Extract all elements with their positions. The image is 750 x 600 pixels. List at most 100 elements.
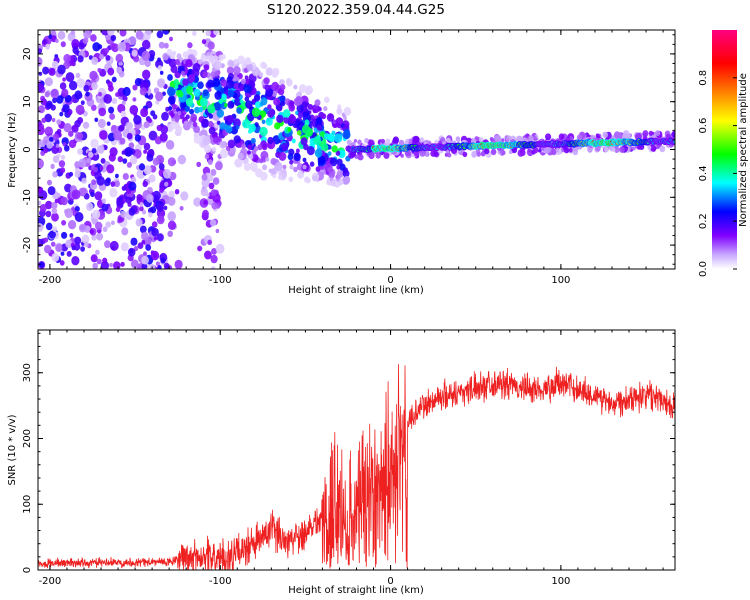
heatmap-cell <box>51 212 59 222</box>
heatmap-cell <box>128 142 135 149</box>
heatmap-cell <box>343 116 347 121</box>
heatmap-cell <box>157 65 163 71</box>
heatmap-cell <box>44 126 53 137</box>
heatmap-cell <box>207 120 214 128</box>
heatmap-cell <box>568 148 573 153</box>
heatmap-cell <box>136 168 146 179</box>
heatmap-cell <box>51 253 60 262</box>
heatmap-cell <box>71 256 80 266</box>
heatmap-cell <box>97 118 106 129</box>
spectrogram-x-label: Height of straight line (km) <box>288 285 424 296</box>
heatmap-cell <box>108 106 115 114</box>
heatmap-cell <box>46 141 53 149</box>
heatmap-cell <box>138 163 146 171</box>
heatmap-cell <box>405 139 409 144</box>
heatmap-cell <box>48 230 56 239</box>
heatmap-cell <box>120 210 127 218</box>
heatmap-cell <box>462 151 468 158</box>
heatmap-cell <box>244 57 252 65</box>
heatmap-cell <box>80 100 85 105</box>
heatmap-cell <box>165 140 175 150</box>
heatmap-cell <box>241 62 247 69</box>
heatmap-cell <box>619 146 625 153</box>
heatmap-cell <box>484 148 490 155</box>
heatmap-cell <box>291 138 296 144</box>
heatmap-cell <box>274 122 281 130</box>
heatmap-cell <box>208 126 216 135</box>
heatmap-cell <box>243 84 251 93</box>
heatmap-cell <box>250 137 256 144</box>
heatmap-cell <box>595 145 601 152</box>
snr-axes: -200 -100 0 100 0 100 200 300 <box>22 330 675 587</box>
heatmap-cell <box>113 261 121 269</box>
heatmap-cell <box>74 206 80 212</box>
heatmap-cell <box>117 42 127 52</box>
heatmap-cell <box>227 100 235 109</box>
heatmap-cell <box>288 114 297 124</box>
heatmap-cell <box>209 219 217 227</box>
heatmap-cell <box>239 99 244 104</box>
heatmap-cell <box>143 142 151 151</box>
heatmap-cell <box>99 53 104 60</box>
heatmap-cell <box>135 30 144 40</box>
heatmap-cell <box>130 176 137 183</box>
heatmap-cell <box>162 52 169 61</box>
heatmap-cell <box>38 200 42 206</box>
heatmap-cell <box>62 104 70 113</box>
heatmap-cell <box>246 63 254 72</box>
spectrogram-y-label: Frequency (Hz) <box>7 112 18 188</box>
heatmap-cell <box>148 174 156 183</box>
heatmap-cell <box>293 166 298 173</box>
heatmap-cell <box>97 67 102 73</box>
heatmap-cell <box>648 130 654 136</box>
heatmap-cell <box>392 136 400 144</box>
heatmap-cell <box>327 133 335 142</box>
heatmap-cell <box>174 84 179 89</box>
heatmap-cell <box>98 107 107 117</box>
heatmap-cell <box>63 123 72 133</box>
heatmap-cell <box>158 163 165 170</box>
heatmap-cell <box>647 145 652 150</box>
heatmap-cell <box>207 41 215 50</box>
heatmap-cell <box>244 75 249 80</box>
heatmap-cell <box>215 243 225 254</box>
heatmap-cell <box>91 179 97 186</box>
heatmap-cell <box>248 154 254 160</box>
heatmap-cell <box>545 133 552 141</box>
heatmap-cell <box>296 148 300 153</box>
heatmap-cell <box>90 254 98 263</box>
heatmap-cell <box>100 260 109 269</box>
heatmap-cell <box>119 30 127 37</box>
heatmap-cell <box>241 143 247 149</box>
heatmap-cell <box>207 239 212 245</box>
heatmap-cell <box>110 34 117 42</box>
heatmap-cell <box>220 79 228 87</box>
heatmap-cell <box>176 53 182 60</box>
colorbar-label: Normalized spectral amplitude <box>738 73 749 227</box>
heatmap-cell <box>446 137 451 144</box>
heatmap-cell <box>407 138 413 145</box>
heatmap-cell <box>208 182 215 190</box>
heatmap-cell <box>280 84 286 91</box>
heatmap-cell <box>159 187 164 193</box>
heatmap-cell <box>330 157 338 167</box>
heatmap-cell <box>369 140 374 146</box>
heatmap-cell <box>86 157 92 164</box>
heatmap-cell <box>237 152 244 160</box>
heatmap-cell <box>300 137 308 146</box>
heatmap-cell <box>74 212 84 222</box>
heatmap-cell <box>90 34 97 42</box>
heatmap-cell <box>85 91 90 97</box>
heatmap-cell <box>303 143 309 151</box>
heatmap-cell <box>148 207 154 214</box>
heatmap-cell <box>116 198 124 207</box>
heatmap-cell <box>173 79 180 86</box>
heatmap-cell <box>70 30 76 36</box>
heatmap-cell <box>622 133 628 140</box>
heatmap-cell <box>298 84 307 93</box>
heatmap-cell <box>337 123 342 129</box>
heatmap-cell <box>226 76 233 84</box>
heatmap-cell <box>61 88 69 98</box>
heatmap-cell <box>75 72 81 79</box>
